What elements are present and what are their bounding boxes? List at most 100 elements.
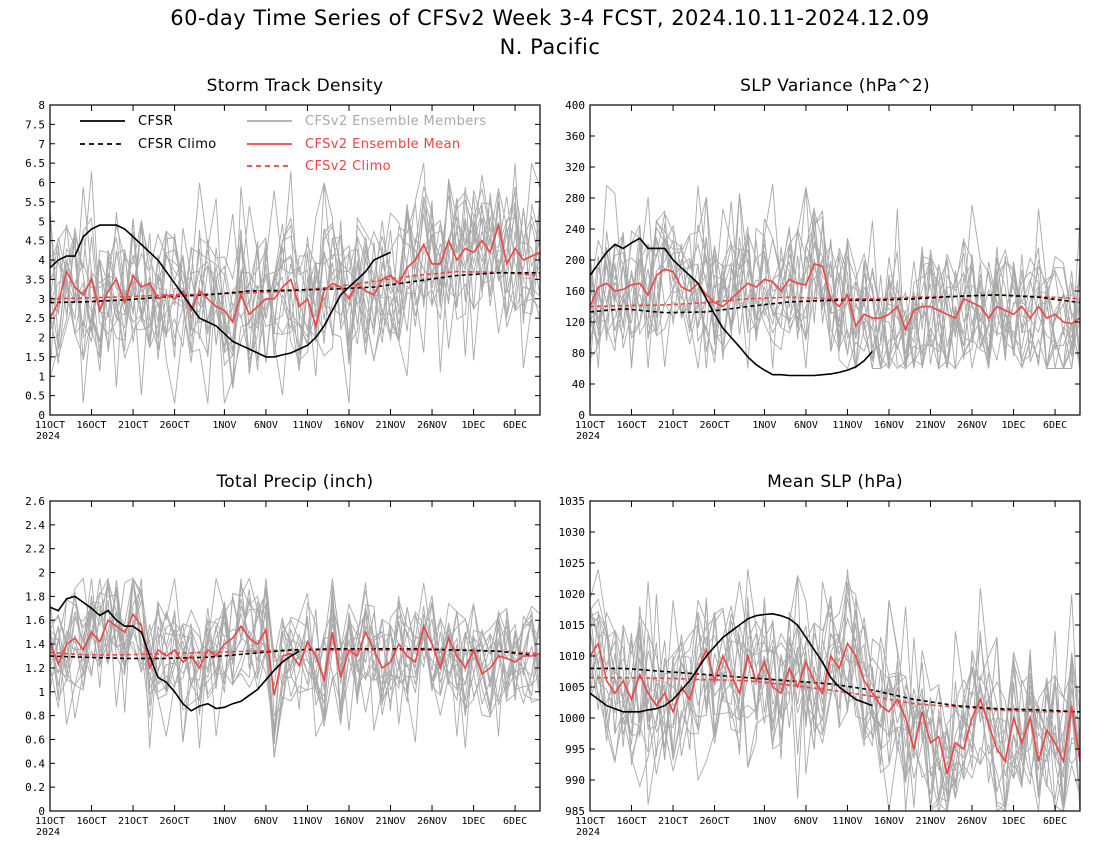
y-tick-label: 2.2 (25, 543, 45, 556)
chart-legend: CFSR CFSR Climo CFSv2 Ensemble Members CFSv… (80, 114, 486, 174)
ensemble-member-line (589, 597, 1081, 804)
x-tick-label: 6NOV (254, 420, 278, 431)
ensemble-member-line (49, 582, 541, 740)
x-tick-label: 6DEC (503, 816, 527, 827)
y-tick-label: 2.5 (25, 312, 45, 325)
ensemble-member-line (589, 569, 1081, 812)
plot-frame (49, 500, 541, 812)
legend-label-ensemble-mean: CFSv2 Ensemble Mean (305, 137, 461, 152)
y-tick-label: 360 (565, 130, 585, 143)
legend-label-cfsv2-climo: CFSv2 Climo (305, 159, 391, 174)
x-tick-label: 6NOV (794, 816, 818, 827)
x-tick-label: 21OCT (118, 816, 148, 827)
x-tick-label: 11OCT (35, 816, 65, 827)
cfsv2-climo-line (590, 676, 1080, 713)
x-tick-label: 26NOV (957, 816, 987, 827)
x-tick-label: 26OCT (160, 816, 190, 827)
y-tick-label: 1.8 (25, 590, 45, 603)
x-tick-label: 21NOV (915, 816, 945, 827)
y-tick-label: 1000 (559, 712, 586, 725)
ensemble-member-line (589, 193, 1081, 369)
panel-total-precip: Total Precip (inch) 0 0.2 0.4 0.6 0.8 1 1.2 1.4 1… (25, 472, 541, 838)
x-tick-label: 1NOV (212, 420, 236, 431)
x-tick-label: 26NOV (957, 420, 987, 431)
x-tick-label: 11NOV (832, 420, 862, 431)
panel-title: Storm Track Density (207, 76, 384, 96)
figure-title-line-1: 60-day Time Series of CFSv2 Week 3-4 FCS… (170, 6, 930, 30)
y-tick-label: 995 (565, 743, 585, 756)
y-tick-label: 1 (38, 370, 45, 383)
x-tick-label: 1NOV (752, 420, 776, 431)
y-tick-label: 3.5 (25, 273, 45, 286)
x-tick-label: 16NOV (334, 816, 364, 827)
ensemble-member-line (49, 578, 541, 737)
ensemble-member-line (49, 186, 541, 385)
cfsr-line (49, 224, 391, 358)
y-tick-label: 1020 (559, 588, 586, 601)
cfsr-line (49, 595, 300, 712)
ensemble-member-line (49, 202, 541, 372)
y-tick-label: 1.6 (25, 614, 45, 627)
y-tick-label: 0.8 (25, 710, 45, 723)
figure-title: 60-day Time Series of CFSv2 Week 3-4 FCS… (0, 4, 1100, 62)
x-tick-label: 21OCT (118, 420, 148, 431)
x-tick-label: 16OCT (616, 816, 646, 827)
x-tick-label: 16OCT (76, 420, 106, 431)
panel-title: Mean SLP (hPa) (767, 472, 903, 492)
ensemble-member-line (49, 174, 541, 373)
x-tick-label: 1DEC (1002, 420, 1026, 431)
y-tick-label: 8 (38, 99, 45, 112)
x-tick-label: 26OCT (160, 420, 190, 431)
ensemble-mean-line (589, 641, 1081, 775)
ensemble-member-line (49, 576, 541, 758)
ensemble-member-line (589, 210, 1081, 369)
panel-title: Total Precip (inch) (216, 472, 374, 492)
ensemble-member-line (49, 181, 541, 359)
y-tick-label: 80 (572, 347, 585, 360)
ensemble-member-line (49, 188, 541, 404)
y-tick-label: 1015 (559, 619, 586, 632)
y-tick-label: 7 (38, 138, 45, 151)
y-tick-label: 2 (38, 332, 45, 345)
ensemble-member-line (49, 578, 541, 702)
x-tick-label: 21OCT (658, 816, 688, 827)
x-tick-label: 6NOV (254, 816, 278, 827)
x-tick-label: 16NOV (874, 420, 904, 431)
x-tick-label: 26NOV (417, 420, 447, 431)
y-tick-label: 2.6 (25, 495, 45, 508)
y-tick-label: 1 (38, 686, 45, 699)
x-tick-label: 11OCT (35, 420, 65, 431)
ensemble-member-line (589, 575, 1081, 812)
ensemble-member-line (589, 208, 1081, 370)
cfsr-climo-line (49, 271, 540, 304)
figure-title-line-2: N. Pacific (499, 35, 601, 59)
y-tick-label: 2 (38, 567, 45, 580)
panel-slp-variance: SLP Variance (hPa^2) 0 40 80 120 160 200 240 280… (565, 76, 1081, 442)
y-tick-label: 6.5 (25, 157, 45, 170)
panel-mean-slp: Mean SLP (hPa) 985 990 995 1000 1005 1010 1015 1… (559, 472, 1081, 838)
y-tick-label: 985 (565, 805, 585, 818)
cfsr-climo-line (590, 667, 1081, 713)
x-tick-label: 21NOV (915, 420, 945, 431)
x-tick-label: 21NOV (375, 816, 405, 827)
y-tick-label: 6 (38, 177, 45, 190)
y-tick-label: 0 (38, 805, 45, 818)
x-tick-label: 11OCT (575, 816, 605, 827)
y-tick-label: 1.5 (25, 351, 45, 364)
y-tick-label: 1025 (559, 557, 586, 570)
y-tick-label: 4.5 (25, 235, 45, 248)
x-year-label: 2024 (576, 431, 600, 442)
y-tick-label: 400 (565, 99, 585, 112)
x-tick-label: 21OCT (658, 420, 688, 431)
x-tick-label: 1NOV (752, 816, 776, 827)
y-tick-label: 1005 (559, 681, 586, 694)
x-tick-label: 1DEC (1002, 816, 1026, 827)
panel-storm-track-density: Storm Track Density 0 0.5 1 1.5 2 2.5 3 3.5 4 4.5 5… (25, 76, 541, 442)
y-tick-label: 0.2 (25, 781, 45, 794)
x-tick-label: 11NOV (292, 816, 322, 827)
ensemble-mean-line (49, 221, 541, 329)
y-tick-label: 120 (565, 316, 585, 329)
y-tick-label: 2.4 (25, 519, 45, 532)
cfsr-climo-line (589, 294, 1081, 314)
x-tick-label: 16OCT (616, 420, 646, 431)
